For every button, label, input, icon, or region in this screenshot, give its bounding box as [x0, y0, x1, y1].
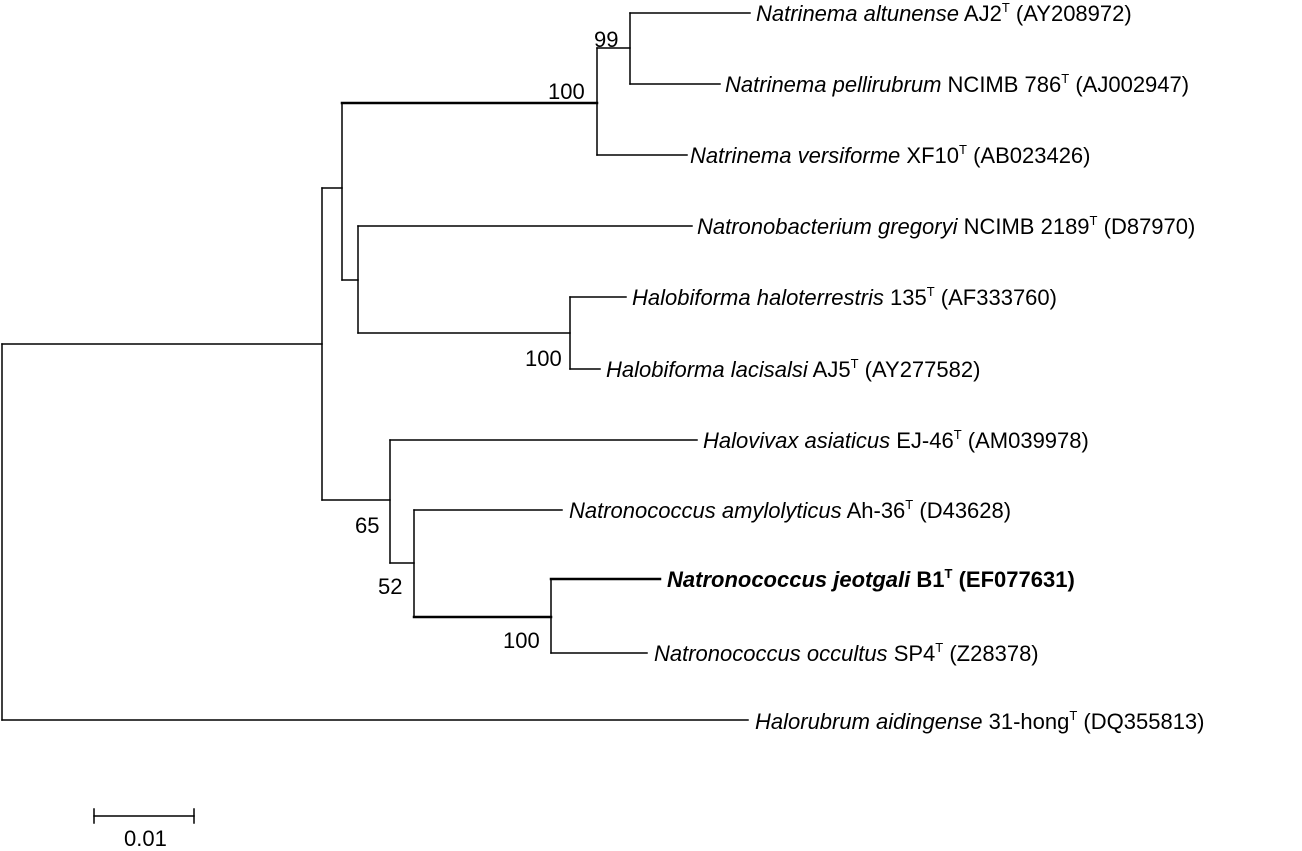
- scale-bar-label: 0.01: [124, 826, 167, 851]
- bootstrap-value: 65: [355, 513, 379, 538]
- taxon-label: Halobiforma haloterrestris 135T (AF33376…: [632, 284, 1057, 310]
- taxon-label: Natrinema versiforme XF10T (AB023426): [690, 142, 1091, 168]
- taxon-label: Halorubrum aidingense 31-hongT (DQ355813…: [755, 708, 1205, 734]
- taxon-label: Natrinema pellirubrum NCIMB 786T (AJ0029…: [725, 71, 1189, 97]
- bootstrap-value: 100: [525, 346, 562, 371]
- bootstrap-value: 100: [503, 628, 540, 653]
- bootstrap-value: 52: [378, 574, 402, 599]
- bootstrap-value: 100: [548, 79, 585, 104]
- taxon-labels: Natrinema altunense AJ2T (AY208972) Natr…: [569, 0, 1205, 734]
- taxon-label: Natronococcus amylolyticus Ah-36T (D4362…: [569, 497, 1011, 523]
- taxon-label: Halobiforma lacisalsi AJ5T (AY277582): [606, 356, 980, 382]
- scale-bar: 0.01: [93, 808, 195, 851]
- taxon-label: Natrinema altunense AJ2T (AY208972): [756, 0, 1132, 26]
- taxon-label-highlighted: Natronococcus jeotgali B1T (EF077631): [667, 566, 1075, 592]
- bootstrap-values: 99 100 100 65 52 100: [355, 27, 618, 653]
- taxon-label: Natronobacterium gregoryi NCIMB 2189T (D…: [697, 213, 1195, 239]
- taxon-label: Halovivax asiaticus EJ-46T (AM039978): [703, 427, 1089, 453]
- tree-branches: [1, 12, 751, 721]
- bootstrap-value: 99: [594, 27, 618, 52]
- taxon-label: Natronococcus occultus SP4T (Z28378): [654, 640, 1039, 666]
